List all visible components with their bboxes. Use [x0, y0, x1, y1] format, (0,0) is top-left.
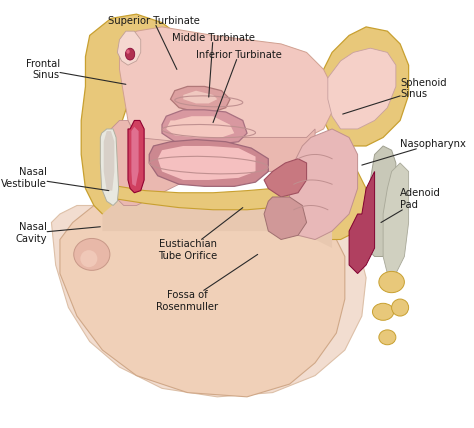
Ellipse shape: [81, 250, 97, 267]
Text: Eustiachian
Tube Orifice: Eustiachian Tube Orifice: [158, 208, 243, 261]
Polygon shape: [149, 140, 268, 186]
Polygon shape: [183, 91, 217, 104]
Text: Inferior Turbinate: Inferior Turbinate: [196, 50, 282, 122]
Text: Adenoid
Pad: Adenoid Pad: [381, 188, 441, 223]
Polygon shape: [118, 31, 141, 65]
Polygon shape: [264, 159, 307, 197]
Polygon shape: [60, 197, 345, 397]
Text: Superior Turbinate: Superior Turbinate: [108, 15, 200, 69]
Polygon shape: [100, 129, 118, 205]
Polygon shape: [294, 163, 366, 240]
Polygon shape: [171, 86, 230, 112]
Text: Nasal
Vestibule: Nasal Vestibule: [1, 167, 109, 190]
Polygon shape: [128, 120, 144, 193]
Polygon shape: [111, 120, 315, 205]
Ellipse shape: [74, 238, 110, 270]
Polygon shape: [117, 186, 298, 210]
Polygon shape: [131, 127, 138, 186]
Polygon shape: [104, 131, 114, 190]
Polygon shape: [128, 61, 324, 120]
Ellipse shape: [373, 303, 394, 320]
Text: Nasal
Cavity: Nasal Cavity: [16, 222, 100, 244]
Polygon shape: [81, 14, 188, 214]
Ellipse shape: [379, 330, 396, 345]
Polygon shape: [26, 1, 451, 427]
Ellipse shape: [379, 271, 404, 293]
Ellipse shape: [392, 299, 409, 316]
Polygon shape: [162, 110, 247, 144]
Polygon shape: [264, 197, 307, 240]
Polygon shape: [158, 146, 255, 180]
Ellipse shape: [126, 48, 135, 60]
Polygon shape: [383, 163, 409, 273]
Text: Nasopharynx: Nasopharynx: [362, 139, 466, 165]
Text: Fossa of
Rosenmuller: Fossa of Rosenmuller: [156, 254, 258, 312]
Polygon shape: [102, 197, 332, 248]
Polygon shape: [366, 146, 396, 256]
Polygon shape: [52, 205, 366, 397]
Polygon shape: [290, 129, 357, 240]
Ellipse shape: [126, 50, 130, 54]
Polygon shape: [166, 116, 234, 137]
Polygon shape: [119, 27, 332, 142]
Polygon shape: [315, 27, 409, 146]
Text: Frontal
Sinus: Frontal Sinus: [26, 59, 126, 84]
Text: Sphenoid
Sinus: Sphenoid Sinus: [343, 78, 447, 114]
Polygon shape: [349, 172, 374, 273]
Text: Middle Turbinate: Middle Turbinate: [172, 33, 255, 97]
Polygon shape: [328, 48, 396, 129]
